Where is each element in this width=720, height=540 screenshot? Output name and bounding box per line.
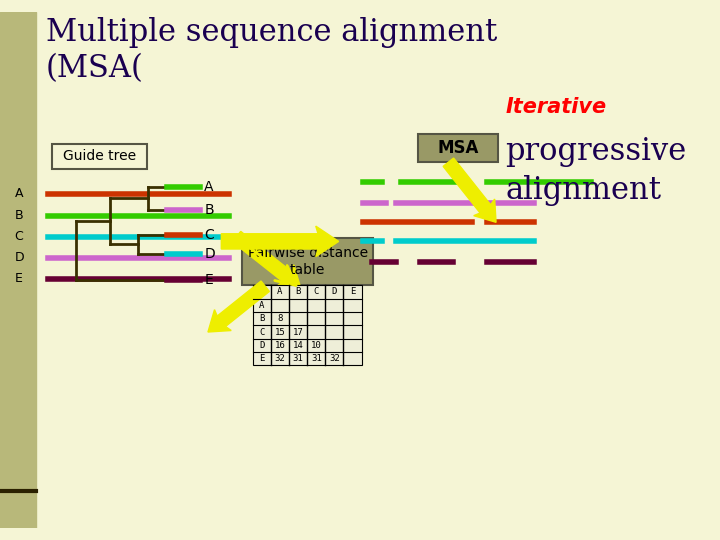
Text: C: C (313, 287, 319, 296)
Text: Pairwise distance
table: Pairwise distance table (248, 246, 368, 276)
FancyBboxPatch shape (243, 238, 373, 285)
Text: 15: 15 (274, 327, 285, 336)
Text: 14: 14 (293, 341, 304, 350)
Text: B: B (295, 287, 301, 296)
FancyArrow shape (233, 231, 300, 287)
Text: 32: 32 (329, 354, 340, 363)
Text: A: A (259, 301, 264, 310)
Text: D: D (14, 251, 24, 264)
Text: E: E (350, 287, 355, 296)
Text: B: B (15, 209, 23, 222)
Bar (253, 285, 361, 366)
Text: progressive
alignment: progressive alignment (505, 137, 687, 206)
Text: A: A (204, 180, 214, 194)
Text: B: B (204, 203, 214, 217)
FancyArrow shape (208, 281, 269, 332)
FancyBboxPatch shape (53, 144, 147, 169)
Bar (0, 12, 36, 528)
Text: 31: 31 (293, 354, 304, 363)
Text: 16: 16 (274, 341, 285, 350)
Text: D: D (204, 247, 215, 261)
Text: Multiple sequence alignment
(MSA(: Multiple sequence alignment (MSA( (46, 17, 497, 84)
Text: 31: 31 (311, 354, 322, 363)
Text: E: E (15, 272, 23, 285)
FancyArrow shape (221, 226, 338, 256)
Text: B: B (259, 314, 264, 323)
Text: C: C (14, 230, 24, 243)
Text: A: A (277, 287, 283, 296)
Text: 17: 17 (293, 327, 304, 336)
Text: E: E (204, 273, 213, 287)
Text: 8: 8 (277, 314, 283, 323)
FancyBboxPatch shape (418, 133, 498, 162)
Text: Guide tree: Guide tree (63, 150, 136, 164)
Text: D: D (259, 341, 264, 350)
Text: D: D (332, 287, 337, 296)
Text: C: C (259, 327, 264, 336)
Text: C: C (204, 228, 214, 242)
FancyArrow shape (443, 158, 496, 222)
Text: E: E (259, 354, 264, 363)
Text: Iterative: Iterative (505, 97, 607, 117)
Text: MSA: MSA (437, 139, 479, 157)
Text: A: A (15, 187, 23, 200)
Text: 32: 32 (274, 354, 285, 363)
Text: 10: 10 (311, 341, 322, 350)
